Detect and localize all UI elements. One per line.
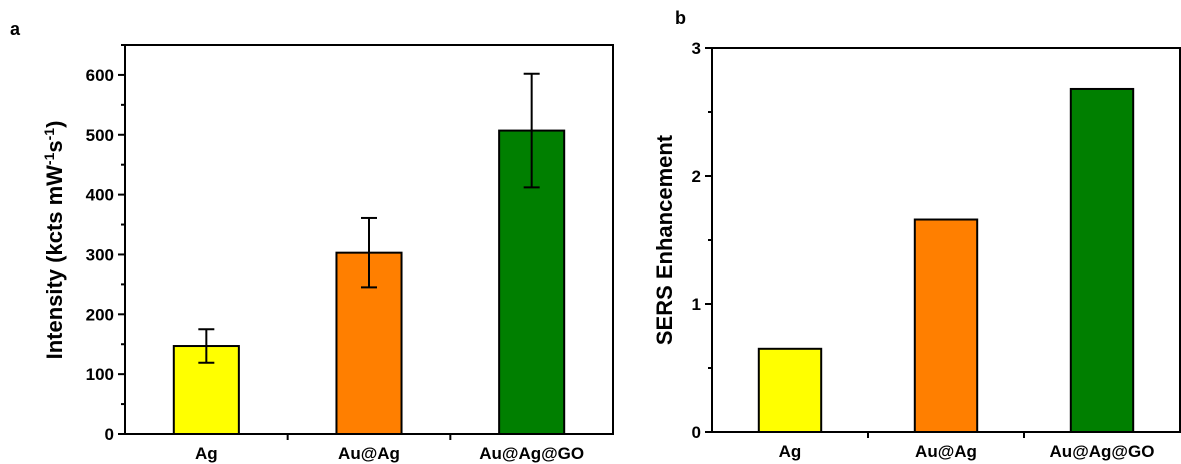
y-tick-label-b-1: 1 [692, 295, 701, 314]
y-tick-label-b-0: 0 [692, 423, 701, 442]
y-axis-label-a: Intensity (kcts mW-1s-1) [41, 121, 67, 360]
bar-b-2 [1069, 87, 1135, 434]
chart-a: a Intensity (kcts mW-1s-1) Ag Au@Ag Au@Ag@… [10, 19, 614, 463]
plot-frame-a [124, 44, 614, 435]
bar-b-1 [913, 218, 979, 433]
x-tick-label-b-2: Au@Ag@GO [1050, 442, 1155, 461]
y-tick-label-a-6: 600 [86, 66, 114, 85]
y-tick-label-b-2: 2 [692, 167, 701, 186]
plot-frame-b [711, 47, 1181, 433]
x-tick-label-a-2: Au@Ag@GO [479, 444, 584, 463]
x-tick-label-b-0: Ag [779, 442, 802, 461]
panel-label-b: b [675, 8, 686, 28]
y-tick-label-a-1: 100 [86, 365, 114, 384]
bar-b-0 [757, 347, 823, 433]
panel-label-a: a [10, 19, 21, 39]
plot-area-a: Ag Au@Ag Au@Ag@GO 0 100 200 300 400 500 600 [86, 44, 614, 463]
x-tick-label-a-0: Ag [195, 444, 218, 463]
y-tick-label-a-2: 200 [86, 305, 114, 324]
plot-area-b: Ag Au@Ag Au@Ag@GO 0 1 2 3 [692, 39, 1181, 461]
x-tick-label-b-1: Au@Ag [915, 442, 977, 461]
chart-b: b SERS Enhancement Ag Au@Ag Au@Ag@GO 0 1 2 3 [652, 8, 1181, 461]
y-tick-label-a-0: 0 [105, 425, 114, 444]
y-tick-label-a-5: 500 [86, 126, 114, 145]
y-axis-label-b: SERS Enhancement [652, 134, 677, 345]
y-tick-label-a-3: 300 [86, 245, 114, 264]
y-tick-label-b-3: 3 [692, 39, 701, 58]
x-tick-label-a-1: Au@Ag [338, 444, 400, 463]
y-tick-label-a-4: 400 [86, 186, 114, 205]
